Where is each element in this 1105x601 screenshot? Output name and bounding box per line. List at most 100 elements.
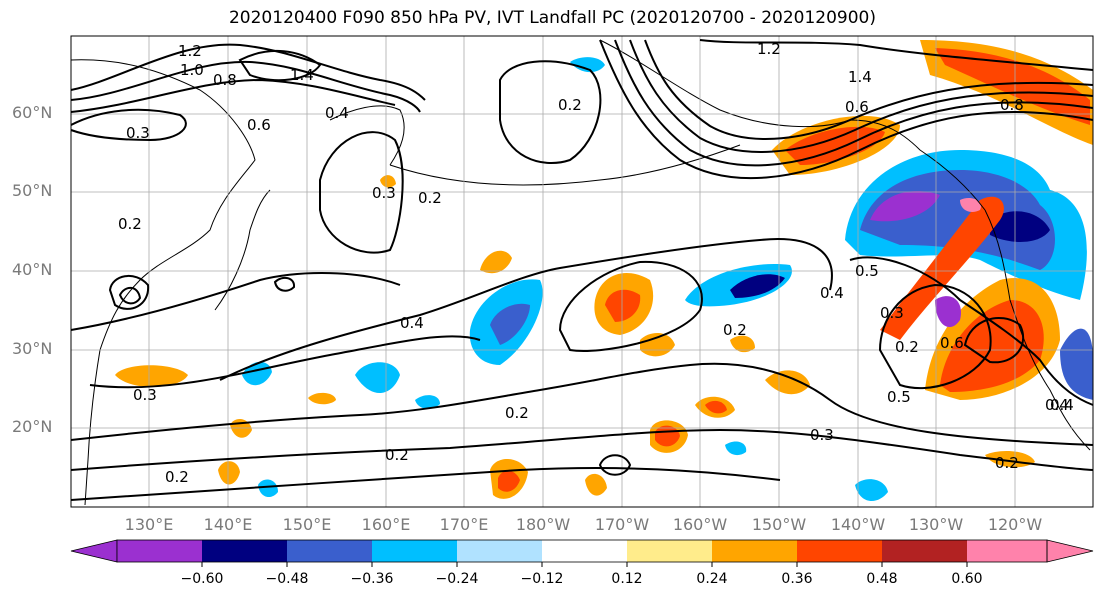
coastline-na-west <box>984 209 1091 451</box>
lon-label-140w: 140°W <box>830 515 886 534</box>
contour-label-27: 0.2 <box>385 446 409 464</box>
coastline-alaska <box>599 39 986 211</box>
contour-label-1: 1.2 <box>178 42 202 60</box>
colorbar-seg-2 <box>202 540 287 562</box>
contour-label-7: 0.4 <box>325 104 349 122</box>
anomaly-cp-orange-3 <box>640 333 675 357</box>
contour-label-22: 0.6 <box>940 334 964 352</box>
colorbar-label-1: −0.60 <box>180 571 224 587</box>
colorbar-label-6: 0.12 <box>611 571 643 587</box>
anomaly-streak-red <box>880 196 1004 340</box>
contour-japan-loop-2 <box>118 286 142 305</box>
contour-label-4: 1.4 <box>290 66 314 84</box>
colorbar-label-8: 0.36 <box>781 571 813 587</box>
anomaly-wp-red-3 <box>498 470 520 492</box>
anomaly-cp-navy-1 <box>490 303 530 345</box>
anomaly-alaska-red <box>785 126 885 165</box>
colorbar-label-3: −0.36 <box>350 571 394 587</box>
lon-label-140e: 140°E <box>203 515 253 534</box>
contour-ne-jet-2 <box>614 39 1094 167</box>
anomaly-cp-orange-5 <box>765 370 810 395</box>
contour-mid-04 <box>219 238 833 381</box>
anomaly-wp-blue-4 <box>855 479 888 502</box>
lon-label-170e: 170°E <box>439 515 489 534</box>
contour-japan-loop-1 <box>108 275 150 310</box>
colorbar-outline <box>116 539 1048 563</box>
contour-wp-2 <box>70 272 401 331</box>
contour-label-21: 0.2 <box>895 338 919 356</box>
contour-east-inner <box>963 316 1025 364</box>
contour-east-05 <box>849 256 1094 406</box>
map-frame <box>70 35 1094 508</box>
colorbar-label-9: 0.48 <box>866 571 898 587</box>
colorbar <box>70 539 1094 567</box>
colorbar-seg-6 <box>542 540 627 562</box>
colorbar-seg-5 <box>457 540 542 562</box>
contour-labels: 1.2 1.0 0.8 1.4 0.3 0.6 0.4 0.2 0.2 0.3 … <box>118 40 1074 486</box>
anomaly-cp-navy-2 <box>730 274 785 298</box>
contour-east-loop <box>878 283 992 390</box>
anomaly-wp-blue-2 <box>355 362 400 394</box>
contour-south-02 <box>70 428 1094 471</box>
contour-label-17: 0.4 <box>820 284 844 302</box>
contour-label-18: 0.4 <box>1050 396 1074 414</box>
contour-label-28: 0.2 <box>165 468 189 486</box>
contour-label-5: 0.3 <box>126 124 150 142</box>
lon-label-180w: 180°W <box>515 515 571 534</box>
lon-label-150w: 150°W <box>751 515 807 534</box>
lat-label-20n: 20°N <box>12 417 53 436</box>
lon-label-170w: 170°W <box>594 515 650 534</box>
contour-label-3: 0.8 <box>213 71 237 89</box>
graticule <box>71 36 1093 507</box>
lat-label-40n: 40°N <box>12 260 53 279</box>
anomaly-wp-blue-3 <box>258 479 278 498</box>
anomaly-gulf-navy <box>990 211 1050 242</box>
coastline-japan <box>214 189 271 311</box>
contour-label-8: 0.2 <box>558 96 582 114</box>
contour-label-11: 0.2 <box>118 215 142 233</box>
anomaly-ne-red <box>935 48 1090 125</box>
contour-label-10: 0.3 <box>372 184 396 202</box>
contour-label-9: 0.2 <box>418 189 442 207</box>
contour-label-20: 0.3 <box>880 304 904 322</box>
anomaly-wp-blue-7 <box>415 395 440 409</box>
colorbar-seg-8 <box>712 540 797 562</box>
contour-label-6: 0.6 <box>247 116 271 134</box>
contour-label-30: 0.3 <box>810 426 834 444</box>
colorbar-label-2: −0.48 <box>265 571 309 587</box>
anomaly-se-blue <box>1060 328 1093 400</box>
contour-label-14: 0.6 <box>845 98 869 116</box>
coastline-aleutians <box>389 144 741 186</box>
contour-label-29: 0.4 <box>1045 396 1069 414</box>
contour-label-16: 0.4 <box>400 314 424 332</box>
contour-small-loop-2 <box>273 276 296 292</box>
colorbar-seg-7 <box>627 540 712 562</box>
colorbar-seg-3 <box>287 540 372 562</box>
chart-title: 2020120400 F090 850 hPa PV, IVT Landfall… <box>228 8 876 28</box>
contour-nw-4 <box>70 108 187 142</box>
anomaly-gulf-purple <box>870 191 940 222</box>
contour-label-19: 0.5 <box>855 262 879 280</box>
contour-label-26: 0.2 <box>505 404 529 422</box>
contour-label-12: 1.2 <box>757 40 781 58</box>
anomaly-wp-orange-1 <box>115 365 188 388</box>
contour-south-03 <box>70 467 781 501</box>
anomaly-wp-orange-8 <box>380 175 396 188</box>
anomaly-streak-pink <box>960 198 981 212</box>
contour-nw-3 <box>70 78 396 113</box>
contour-mid-02 <box>70 362 1094 446</box>
contour-label-2: 1.0 <box>180 61 204 79</box>
lat-label-30n: 30°N <box>12 339 53 358</box>
anomaly-wp-orange-4 <box>585 473 607 496</box>
anomaly-wp-orange-9 <box>308 392 336 405</box>
anomaly-wp-orange-5 <box>218 461 240 485</box>
anomaly-cp-orange-4 <box>730 335 755 353</box>
contour-nw-2 <box>70 60 421 113</box>
contour-nw-inner <box>238 49 322 82</box>
anomaly-mid-purple <box>935 296 961 328</box>
contour-label-23: 0.5 <box>887 388 911 406</box>
colorbar-seg-4 <box>372 540 457 562</box>
lon-label-160e: 160°E <box>361 515 411 534</box>
lon-label-160w: 160°W <box>672 515 728 534</box>
lat-label-50n: 50°N <box>12 181 53 200</box>
